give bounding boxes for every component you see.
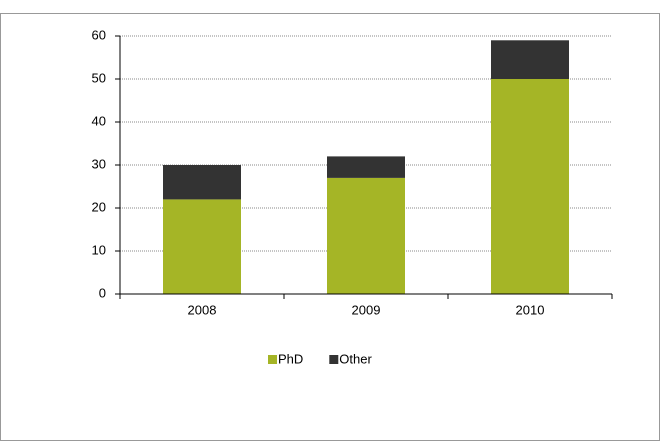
bar-segment <box>163 165 241 200</box>
y-tick-label: 20 <box>92 199 106 214</box>
bar-segment <box>491 79 569 294</box>
bar-segment <box>163 199 241 294</box>
y-tick-label: 0 <box>99 285 106 300</box>
x-tick-label: 2010 <box>516 302 545 317</box>
y-tick-label: 10 <box>92 242 106 257</box>
x-tick-label: 2009 <box>352 302 381 317</box>
y-tick-label: 40 <box>92 113 106 128</box>
y-tick-label: 30 <box>92 156 106 171</box>
bar-segment <box>327 177 405 294</box>
legend-label: Other <box>339 351 372 366</box>
bar-segment <box>491 40 569 79</box>
x-tick-label: 2008 <box>188 302 217 317</box>
y-tick-label: 60 <box>92 27 106 42</box>
legend-swatch <box>329 355 339 364</box>
legend-swatch <box>268 355 277 364</box>
legend-label: PhD <box>278 351 303 366</box>
bar-segment <box>327 156 405 178</box>
y-tick-label: 50 <box>92 70 106 85</box>
